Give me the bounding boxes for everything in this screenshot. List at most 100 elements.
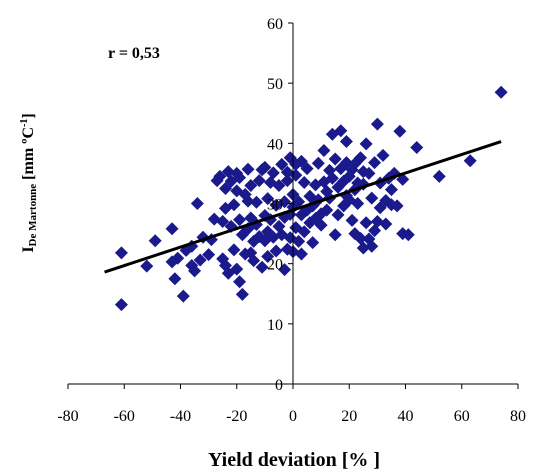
data-point [247,254,261,268]
y-axis-title: IDe Martonne [mm ºC-1] [19,113,39,252]
data-point [334,124,348,138]
data-point [297,225,311,239]
y-tick-label: 20 [267,257,283,274]
data-point [221,165,235,179]
data-point [255,260,269,274]
data-point [311,156,325,170]
data-point [370,117,384,131]
data-point [320,203,334,217]
data-point [314,218,328,232]
data-point [306,236,320,250]
x-axis-title: Yield deviation [% ] [208,449,380,471]
y-tick-label: 0 [275,377,283,394]
data-point [148,234,162,248]
data-point [190,197,204,210]
data-point [365,239,379,253]
y-axis-title-superscript: -1 [19,119,30,127]
data-point [354,231,367,245]
data-point [368,156,382,170]
data-point [269,244,283,258]
data-point [249,195,263,209]
y-tick-label: 50 [267,76,283,93]
data-point [278,263,292,277]
data-point [176,289,190,303]
data-point [241,162,255,176]
data-point [278,195,292,209]
data-point [235,287,249,301]
data-point [272,178,286,192]
x-tick-label: -80 [57,408,78,425]
data-point [297,175,311,189]
data-point [244,178,258,192]
data-point [384,183,398,197]
data-point [410,141,424,155]
data-point [317,144,331,158]
y-axis-ticks: 0 10 20 30 40 50 60 [267,16,293,394]
data-point [351,197,365,210]
x-tick-label: 40 [398,408,414,425]
data-points [114,85,508,312]
data-point [300,162,314,176]
data-point [202,248,216,262]
data-point [227,243,241,257]
data-point [171,251,185,265]
y-tick-label: 60 [267,16,283,33]
data-point [188,264,202,278]
x-axis-ticks: -80 -60 -40 -20 0 20 40 60 80 [57,384,526,425]
x-tick-label: 20 [341,408,357,425]
data-point [216,215,230,229]
data-point [140,259,154,273]
data-point [292,234,306,248]
correlation-annotation: r = 0,53 [108,45,160,62]
data-point [376,148,390,162]
y-tick-label: 30 [267,197,283,214]
x-tick-label: 80 [510,408,526,425]
data-point [390,199,404,213]
y-axis-title-unit: [mm ºC [20,127,37,184]
data-point [359,137,373,151]
y-axis-title-subscript: De Martonne [27,184,39,247]
data-point [354,151,367,165]
data-point [328,152,342,166]
data-point [292,195,306,209]
data-point [379,217,393,231]
data-point [165,222,179,236]
data-point [233,213,247,227]
data-point [401,228,415,242]
data-point [339,135,353,149]
data-point [494,85,508,99]
x-tick-label: -60 [114,408,135,425]
axes: -80 -60 -40 -20 0 20 40 60 80 0 10 20 30 40 50 60 [57,16,526,425]
data-point [331,208,345,222]
data-point [168,272,182,286]
data-point [463,154,477,168]
y-axis-title-main: I [20,246,37,252]
data-point [261,192,275,206]
data-point [356,241,370,255]
data-point [114,298,128,312]
data-point [362,166,376,180]
data-point [280,174,294,188]
data-point [233,275,247,289]
data-point [365,191,379,205]
data-point [345,213,359,227]
data-point [227,198,241,212]
data-point [193,253,207,267]
y-tick-label: 40 [267,136,283,153]
data-point [233,171,247,185]
data-point [393,124,407,138]
data-point [266,166,280,180]
trend-line [104,140,502,274]
data-point [213,169,227,183]
x-tick-label: 60 [454,408,470,425]
data-point [261,249,275,263]
data-point [432,169,446,183]
data-point [241,194,255,208]
data-point [294,247,308,261]
data-point [258,160,272,174]
data-point [230,262,244,276]
y-axis-title-close: ] [20,113,37,118]
data-point [252,174,266,188]
x-tick-label: -20 [226,408,247,425]
